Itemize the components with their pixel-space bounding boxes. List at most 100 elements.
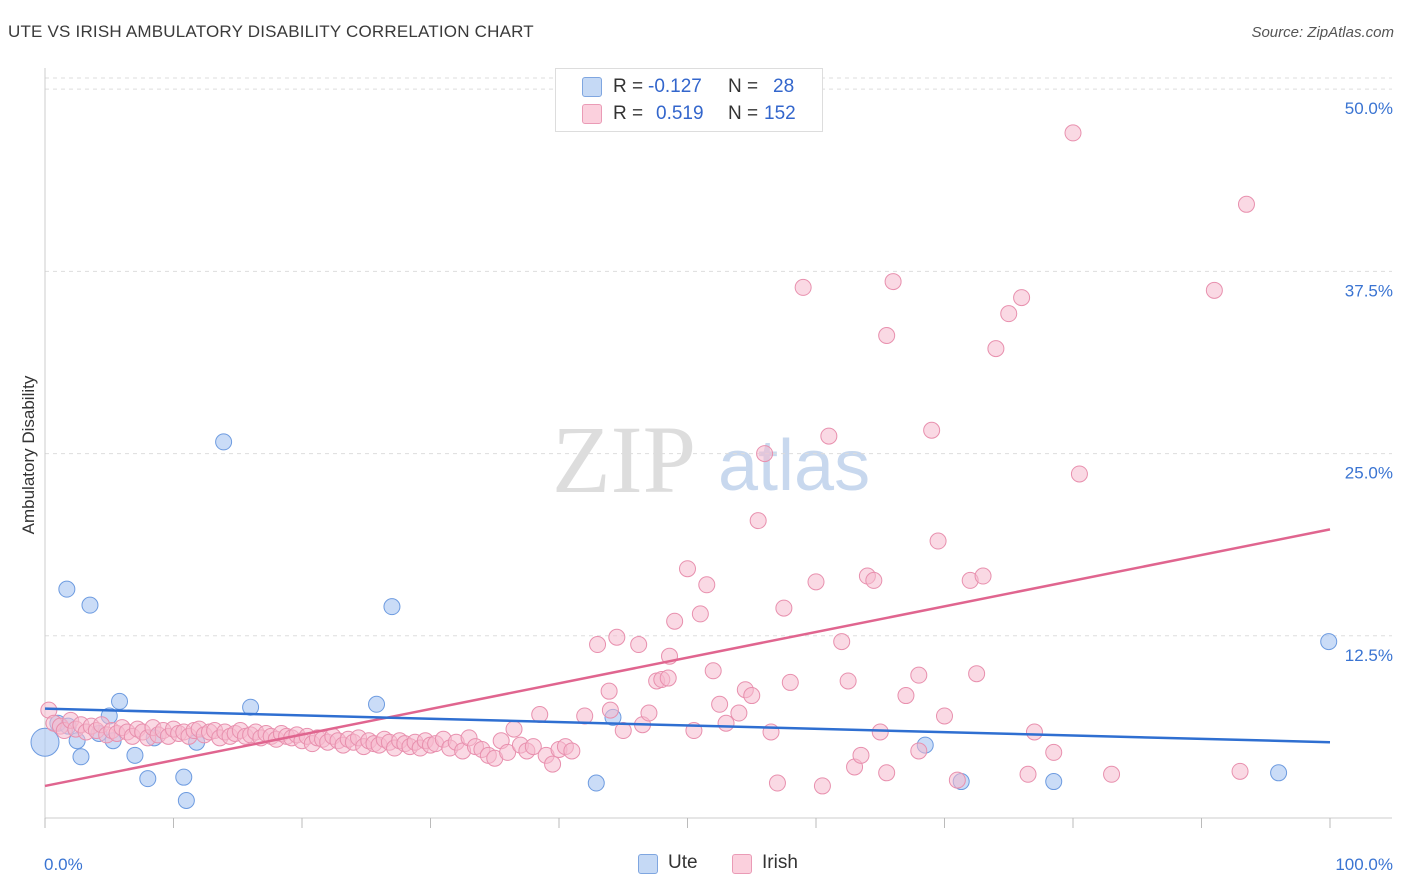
x-tick-label: 0.0% <box>44 855 83 874</box>
irish-point <box>600 682 618 700</box>
ute-point <box>177 792 195 810</box>
irish-point <box>1070 465 1088 483</box>
ute-point <box>215 433 233 451</box>
y-tick-label: 25.0% <box>1345 464 1393 483</box>
irish-point <box>807 573 825 591</box>
irish-point <box>589 636 607 654</box>
ute-point <box>126 746 144 764</box>
legend-swatch-ute <box>582 77 602 97</box>
ute-point <box>175 768 193 786</box>
chart-title: UTE VS IRISH AMBULATORY DISABILITY CORRE… <box>8 22 534 41</box>
irish-point <box>717 714 735 732</box>
irish-point <box>968 665 986 683</box>
irish-point <box>929 532 947 550</box>
watermark: ZIP atlas <box>552 406 870 513</box>
ute-point <box>368 695 386 713</box>
irish-point <box>505 720 523 738</box>
irish-point <box>987 340 1005 358</box>
irish-point <box>878 327 896 345</box>
irish-point <box>630 636 648 654</box>
irish-point <box>839 672 857 690</box>
irish-point <box>897 687 915 705</box>
legend-r-value: -0.127 <box>648 76 702 97</box>
irish-point <box>704 662 722 680</box>
y-axis-label: Ambulatory Disability <box>19 375 38 534</box>
legend-n-value: 28 <box>773 76 795 97</box>
irish-point <box>884 273 902 291</box>
tick-labels: 12.5% 25.0% 37.5% 50.0% 0.0% 100.0% <box>44 99 1393 874</box>
legend-n-value: 152 <box>764 103 796 124</box>
legend-n-label: N = <box>728 103 759 124</box>
irish-point <box>878 764 896 782</box>
irish-point <box>711 695 729 713</box>
irish-point <box>691 605 709 623</box>
irish-point <box>1231 762 1249 780</box>
irish-point <box>749 512 767 530</box>
irish-point <box>608 628 626 646</box>
irish-point <box>1045 743 1063 761</box>
irish-point <box>544 755 562 773</box>
irish-point <box>743 687 761 705</box>
irish-point <box>679 560 696 578</box>
irish-point <box>865 571 883 589</box>
ute-point <box>111 692 129 710</box>
irish-point <box>781 673 799 691</box>
irish-point <box>666 612 684 630</box>
irish-point <box>1000 305 1018 323</box>
legend-swatch-irish <box>582 104 602 124</box>
series-legend-ute-label: Ute <box>668 852 698 873</box>
correlation-legend: R = -0.127 N = 28 R = 0.519 N = 152 <box>555 68 823 132</box>
irish-point <box>936 707 953 725</box>
irish-point <box>659 669 677 687</box>
irish-point <box>820 427 838 445</box>
ute-point <box>1320 633 1338 651</box>
irish-point <box>1103 765 1121 783</box>
irish-point <box>794 278 812 296</box>
legend-n-label: N = <box>728 76 759 97</box>
irish-point <box>756 445 774 463</box>
irish-point <box>768 774 786 792</box>
series-swatch-irish <box>732 854 752 874</box>
ute-point <box>383 598 401 616</box>
ute-point <box>81 596 99 614</box>
watermark-atlas: atlas <box>718 426 870 506</box>
irish-point <box>563 742 581 760</box>
irish-point <box>1237 195 1255 213</box>
irish-point <box>948 771 966 789</box>
irish-point <box>910 742 928 760</box>
irish-point <box>910 666 928 684</box>
ute-point <box>1270 764 1288 782</box>
irish-point <box>601 701 619 719</box>
watermark-zip: ZIP <box>552 406 696 513</box>
legend-r-label: R = <box>613 76 644 97</box>
irish-point <box>531 706 549 724</box>
gridlines <box>45 77 1392 637</box>
irish-point <box>833 633 851 651</box>
ute-point <box>1045 773 1063 791</box>
legend-r-label: R = <box>613 103 644 124</box>
irish-point <box>499 743 517 761</box>
irish-point <box>974 567 992 585</box>
irish-point <box>1025 723 1043 741</box>
irish-point <box>640 704 658 722</box>
legend-r-value: 0.519 <box>656 103 704 124</box>
irish-point <box>698 576 716 594</box>
ute-trend-line <box>44 707 1331 744</box>
irish-point <box>1064 124 1082 142</box>
irish-trend-line <box>44 528 1331 788</box>
series-legend-irish-label: Irish <box>762 852 798 873</box>
ute-point <box>30 727 60 757</box>
irish-point <box>923 421 941 439</box>
ute-point <box>58 580 76 598</box>
y-tick-label: 12.5% <box>1345 646 1393 665</box>
x-tick-label: 100.0% <box>1335 855 1393 874</box>
source-label: Source: ZipAtlas.com <box>1251 24 1394 41</box>
ute-point <box>587 774 605 792</box>
y-tick-label: 37.5% <box>1345 281 1393 300</box>
irish-point <box>871 723 889 741</box>
irish-point <box>524 738 542 756</box>
irish-point <box>1205 281 1223 299</box>
irish-point <box>813 777 831 795</box>
series-swatch-ute <box>638 854 658 874</box>
